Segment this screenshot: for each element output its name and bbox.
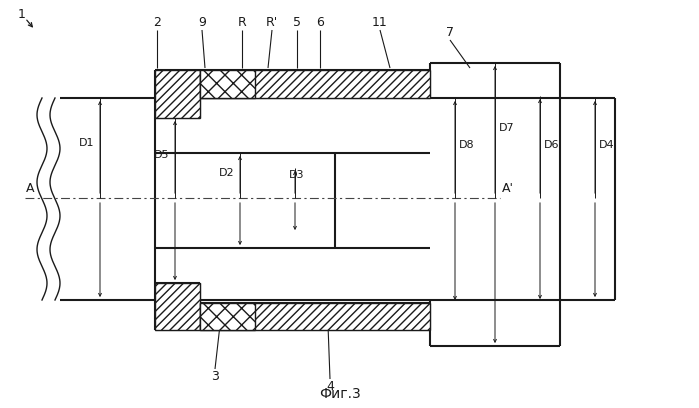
Text: R: R bbox=[238, 16, 246, 29]
Text: D6: D6 bbox=[545, 140, 560, 150]
Text: 1: 1 bbox=[18, 9, 26, 22]
Bar bbox=[155, 283, 200, 330]
Text: 5: 5 bbox=[293, 16, 301, 29]
Bar bbox=[155, 70, 200, 118]
Text: D5: D5 bbox=[154, 150, 170, 160]
Bar bbox=[200, 303, 430, 330]
Text: 6: 6 bbox=[316, 16, 324, 29]
Text: A': A' bbox=[502, 182, 514, 195]
Text: D3: D3 bbox=[289, 170, 305, 180]
Text: 4: 4 bbox=[326, 379, 334, 392]
Text: A: A bbox=[26, 182, 34, 195]
Text: D4: D4 bbox=[599, 140, 615, 150]
Text: D2: D2 bbox=[219, 168, 235, 178]
Text: 9: 9 bbox=[198, 16, 206, 29]
Text: Фиг.3: Фиг.3 bbox=[319, 387, 361, 401]
Text: D7: D7 bbox=[499, 123, 514, 133]
Bar bbox=[200, 303, 255, 330]
Bar bbox=[200, 70, 255, 98]
Text: 7: 7 bbox=[446, 27, 454, 40]
Text: D1: D1 bbox=[79, 138, 95, 148]
Text: R': R' bbox=[266, 16, 278, 29]
Text: 2: 2 bbox=[153, 16, 161, 29]
Text: 3: 3 bbox=[211, 370, 219, 383]
Text: D8: D8 bbox=[459, 140, 475, 150]
Bar bbox=[200, 70, 430, 98]
Text: 11: 11 bbox=[372, 16, 388, 29]
